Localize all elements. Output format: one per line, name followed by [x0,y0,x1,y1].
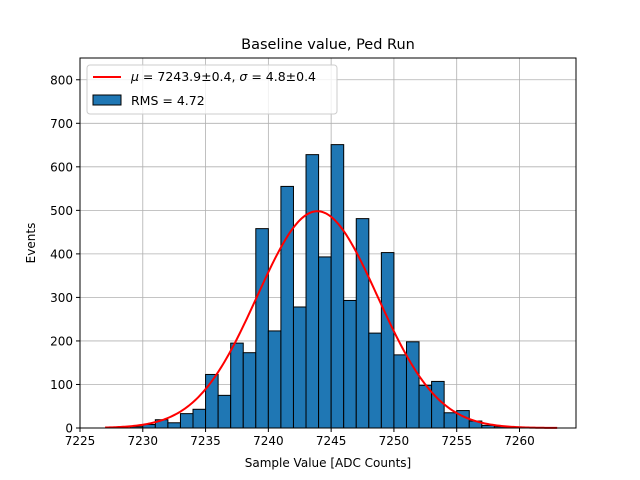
histogram-bar [380,252,395,429]
histogram-bar [355,218,370,429]
histogram-bar [255,228,269,429]
histogram-bar [443,412,458,429]
y-tick-label: 100 [50,378,73,392]
y-tick-label: 400 [50,247,73,261]
x-tick-label: 7230 [128,434,159,448]
x-tick-label: 7225 [65,434,96,448]
histogram-bar [267,330,282,429]
y-tick-label: 0 [65,422,73,436]
histogram-bar [217,394,232,429]
histogram-bar [318,256,332,429]
x-tick-label: 7240 [253,434,284,448]
y-tick-label: 700 [50,117,73,131]
histogram-bar [167,422,181,429]
plot-frame [79,57,577,429]
histogram-bar [405,341,420,429]
y-tick-label: 800 [50,73,73,87]
y-tick-label: 600 [50,160,73,174]
y-tick-label: 500 [50,204,73,218]
y-tick-label: 200 [50,334,73,348]
legend: μ = 7243.9±0.4, σ = 4.8±0.4 RMS = 4.72 [86,64,338,115]
histogram-bar [431,380,445,429]
x-tick-label: 7260 [504,434,535,448]
x-axis-label: Sample Value [ADC Counts] [245,456,411,470]
y-axis-label: Events [24,223,38,264]
x-tick-label: 7250 [379,434,410,448]
chart-title: Baseline value, Ped Run [241,37,415,53]
histogram-bar [192,408,207,429]
histogram-bar [230,342,244,429]
legend-box [86,64,338,115]
gaussian-fit [105,210,558,429]
histogram-bar [305,154,320,429]
legend-mu-symbol: μ [130,69,139,84]
histogram-bar [292,306,307,429]
x-axis-ticks: 7225 7230 7235 7240 7245 7250 7255 7260 [65,428,535,448]
legend-sigma-value: = 4.8±0.4 [247,69,316,84]
x-tick-label: 7255 [441,434,472,448]
histogram-bar [418,384,433,429]
histogram-bar [242,352,257,429]
x-tick-label: 7235 [190,434,221,448]
histogram-bar [343,299,357,429]
histogram-bar [393,354,407,429]
legend-hist-swatch [92,94,122,106]
legend-hist-label: RMS = 4.72 [131,93,205,108]
histogram-bar [179,413,194,429]
fit-curve [105,210,558,429]
legend-sigma-symbol: σ [239,69,248,84]
y-axis-ticks: 0 100 200 300 400 500 600 700 800 [50,73,80,436]
legend-mu-value: = 7243.9±0.4, [139,69,239,84]
legend-fit-label: μ = 7243.9±0.4, σ = 4.8±0.4 [130,69,316,84]
histogram-bar [280,185,294,429]
histogram-bar [368,332,382,429]
x-tick-label: 7245 [316,434,347,448]
y-tick-label: 300 [50,291,73,305]
histogram-bar [330,144,345,429]
